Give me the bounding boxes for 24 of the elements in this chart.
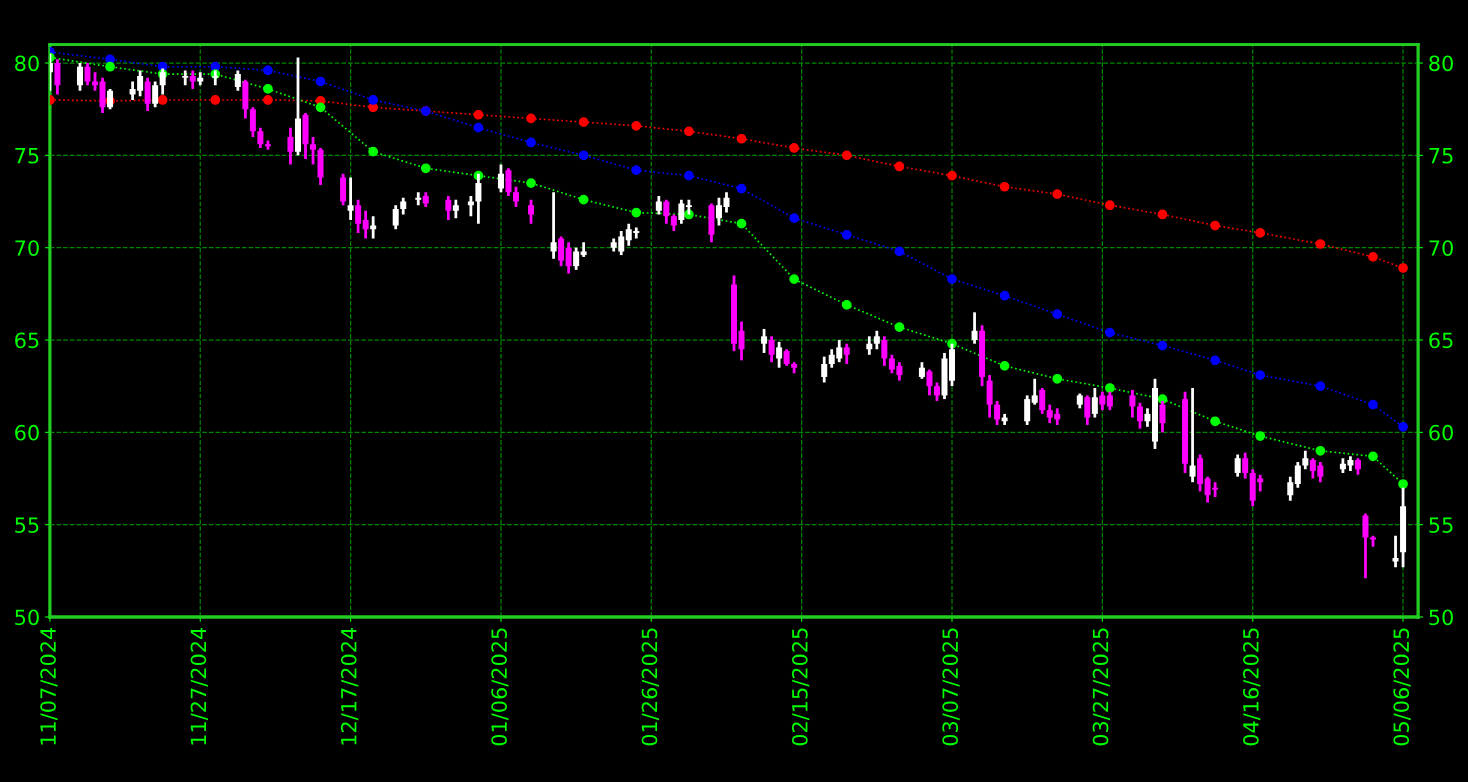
y-tick-label: 80 [15, 55, 39, 72]
x-tick-label: 11/07/2024 [40, 627, 58, 745]
y2-tick-label: 50 [1429, 609, 1453, 626]
y2-tick-label: 65 [1429, 332, 1453, 349]
x-tick-label: 11/27/2024 [190, 627, 208, 745]
x-tick-label: 01/06/2025 [491, 628, 509, 746]
y-tick-label: 60 [15, 424, 39, 441]
x-tick-label: 03/27/2025 [1092, 628, 1111, 746]
y-tick-label: 50 [15, 609, 39, 626]
x-tick-label: 12/17/2024 [340, 627, 359, 745]
x-tick-label: 01/26/2025 [641, 628, 659, 746]
y-tick-label: 70 [15, 240, 39, 256]
x-tick-label: 03/07/2025 [942, 628, 960, 746]
y2-tick-label: 75 [1429, 148, 1453, 164]
y-tick-label: 65 [15, 332, 39, 349]
y2-tick-label: 60 [1429, 424, 1453, 441]
x-tick-label: 04/16/2025 [1242, 628, 1261, 746]
x-tick-label: 05/06/2025 [1393, 628, 1411, 746]
y2-tick-label: 80 [1429, 55, 1453, 72]
y-tick-label: 75 [15, 148, 39, 164]
y-tick-label: 55 [15, 517, 39, 533]
y2-tick-label: 70 [1429, 240, 1453, 256]
y2-tick-label: 55 [1429, 517, 1453, 533]
x-tick-label: 02/15/2025 [791, 628, 810, 746]
